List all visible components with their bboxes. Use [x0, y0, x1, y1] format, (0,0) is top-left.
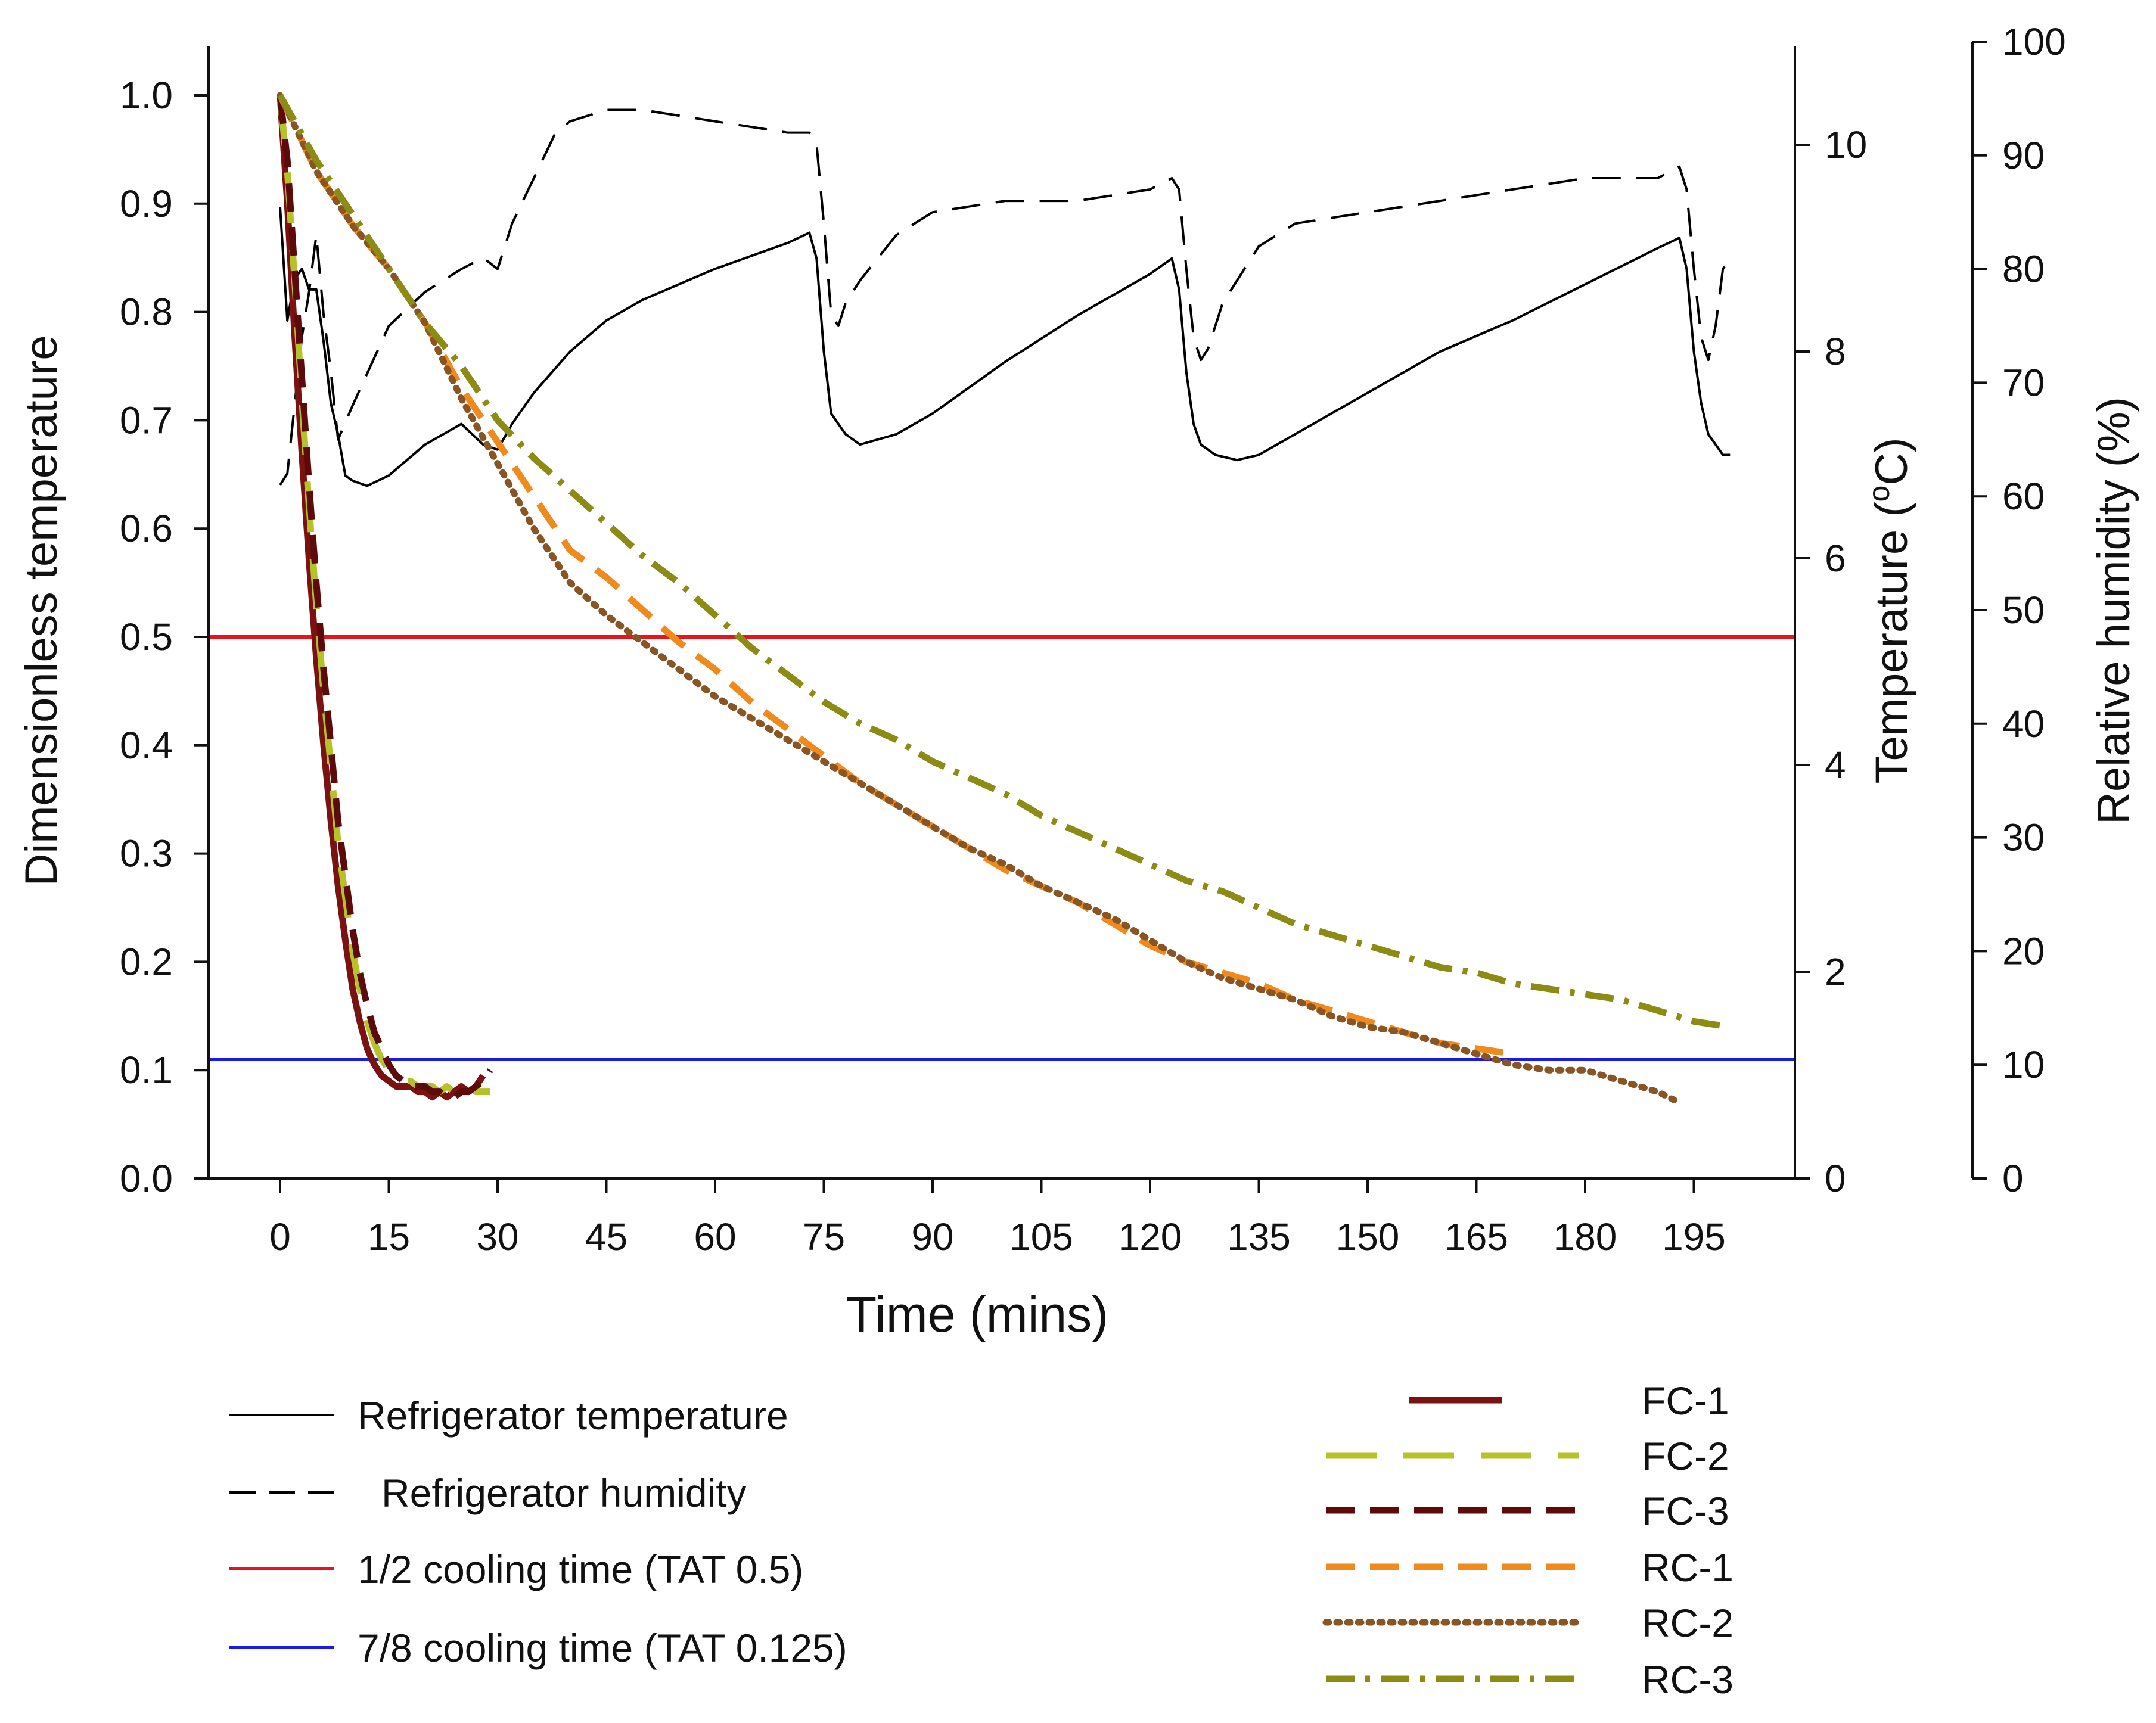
y-tick-label: 1.0 — [120, 74, 173, 117]
temperature-axis-title-prefix: Temperature ( — [1866, 502, 1917, 783]
axes — [207, 42, 1974, 1180]
temperature-axis-title-unit: C) — [1866, 437, 1917, 485]
y-tick-label: 0.1 — [120, 1049, 173, 1091]
x-tick-label: 45 — [585, 1215, 627, 1258]
legend-label: FC-3 — [1642, 1489, 1729, 1533]
y-tick-label: 0.8 — [120, 291, 173, 334]
y-tick-label: 0.9 — [120, 182, 173, 225]
temperature-axis-title: Temperature (oC) — [1862, 437, 1917, 783]
x-tick-label: 165 — [1444, 1215, 1508, 1258]
legend-label: RC-3 — [1642, 1657, 1734, 1702]
x-tick-label: 195 — [1662, 1215, 1726, 1258]
x-tick-label: 105 — [1009, 1215, 1073, 1258]
legend-label: 1/2 cooling time (TAT 0.5) — [358, 1547, 803, 1591]
humidity-tick-label: 80 — [2002, 248, 2045, 291]
x-tick-label: 15 — [368, 1215, 410, 1258]
legend-label: Refrigerator temperature — [358, 1394, 788, 1438]
y-tick-label: 0.3 — [120, 832, 173, 875]
humidity-tick-label: 50 — [2002, 589, 2045, 632]
humidity-tick-label: 0 — [2002, 1157, 2024, 1200]
series-line-fc-1 — [277, 95, 486, 1101]
temperature-tick-label: 0 — [1825, 1157, 1846, 1200]
x-tick-label: 120 — [1119, 1215, 1182, 1258]
temperature-tick-label: 2 — [1825, 950, 1846, 993]
y-tick-label: 0.5 — [120, 615, 173, 658]
humidity-tick-label: 60 — [2002, 475, 2045, 518]
x-tick-label: 75 — [803, 1215, 845, 1258]
y-tick-label: 0.7 — [120, 399, 173, 441]
y-tick-label: 0.4 — [120, 724, 173, 767]
y-axis-title: Dimensionless temperature — [16, 335, 67, 886]
legend-label: Refrigerator humidity — [381, 1471, 747, 1515]
humidity-tick-label: 40 — [2002, 702, 2045, 745]
humidity-tick-label: 100 — [2002, 20, 2066, 63]
series-line-rc-3 — [277, 94, 1731, 1030]
temperature-tick-label: 10 — [1825, 123, 1867, 166]
legend-label: RC-2 — [1642, 1601, 1734, 1645]
series-line-rc-2 — [277, 92, 1683, 1106]
x-tick-label: 180 — [1554, 1215, 1617, 1258]
x-tick-label: 60 — [694, 1215, 736, 1258]
humidity-tick-label: 30 — [2002, 816, 2045, 859]
x-tick-label: 0 — [269, 1215, 291, 1258]
reference-lines — [209, 635, 1795, 1062]
legend-label: 7/8 cooling time (TAT 0.125) — [358, 1626, 847, 1670]
y-tick-label: 0.0 — [120, 1157, 173, 1200]
humidity-tick-label: 70 — [2002, 361, 2045, 404]
humidity-axis-title: Relative humidity (%) — [2089, 397, 2139, 825]
x-tick-label: 30 — [476, 1215, 518, 1258]
humidity-tick-label: 90 — [2002, 134, 2045, 177]
series-line-rc-1 — [277, 94, 1514, 1058]
ticks: 0 15 30 45 60 75 90 105 120 135 150 165 180 1950.00.1… — [120, 20, 2066, 1258]
temperature-tick-label: 8 — [1825, 330, 1846, 373]
legend-label: RC-1 — [1642, 1545, 1734, 1590]
x-axis-title: Time (mins) — [846, 1286, 1108, 1342]
temperature-tick-label: 6 — [1825, 537, 1846, 580]
humidity-tick-label: 10 — [2002, 1043, 2045, 1086]
legend-label: FC-1 — [1642, 1379, 1729, 1423]
temperature-tick-label: 4 — [1825, 744, 1846, 786]
humidity-tick-label: 20 — [2002, 929, 2045, 972]
y-tick-label: 0.6 — [120, 507, 173, 550]
degree-superscript: o — [1862, 486, 1896, 502]
y-tick-label: 0.2 — [120, 940, 173, 983]
legend: Refrigerator temperature Refrigerator hum… — [229, 1379, 1734, 1702]
x-tick-label: 90 — [911, 1215, 953, 1258]
legend-label: FC-2 — [1642, 1434, 1729, 1478]
series-lines — [277, 92, 1731, 1106]
x-tick-label: 150 — [1336, 1215, 1400, 1258]
series-line-refrigerator-humidity — [279, 108, 1731, 486]
series-line-refrigerator-temperature — [279, 206, 1731, 487]
x-tick-label: 135 — [1227, 1215, 1291, 1258]
